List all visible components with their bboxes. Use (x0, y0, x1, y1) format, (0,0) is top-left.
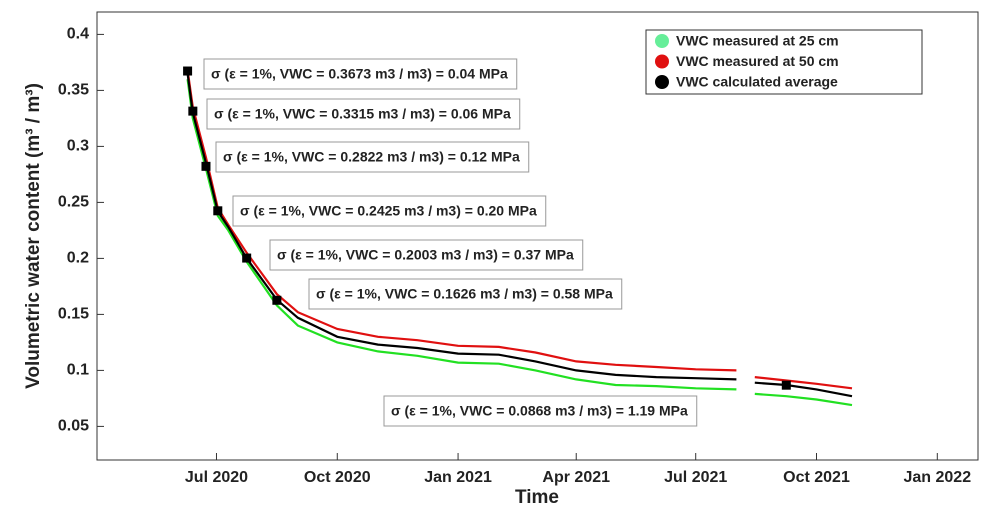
marker (188, 106, 198, 116)
x-tick-label: Apr 2021 (542, 469, 610, 486)
annotation-box (269, 239, 584, 271)
marker (213, 206, 223, 216)
annotation-box (206, 98, 521, 130)
marker (242, 253, 252, 263)
x-tick-label: Jan 2022 (903, 469, 971, 486)
marker (272, 295, 282, 305)
marker (781, 380, 791, 390)
x-tick-label: Jul 2020 (185, 469, 248, 486)
annotation: σ (ε = 1%, VWC = 0.3315 m3 / m3) = 0.06 … (214, 106, 511, 122)
legend-label: VWC calculated average (676, 74, 838, 90)
y-tick-label: 0.1 (67, 362, 89, 379)
legend-box (645, 29, 923, 95)
x-tick-label: Jul 2021 (664, 469, 727, 486)
annotation: σ (ε = 1%, VWC = 0.2003 m3 / m3) = 0.37 … (277, 247, 574, 263)
annotation: σ (ε = 1%, VWC = 0.3673 m3 / m3) = 0.04 … (211, 66, 508, 82)
series-line (754, 381, 853, 398)
annotation: σ (ε = 1%, VWC = 0.2425 m3 / m3) = 0.20 … (240, 203, 537, 219)
legend-swatch (655, 75, 669, 89)
legend-swatch (655, 34, 669, 48)
annotation-box (215, 141, 530, 173)
annotation-box (203, 58, 518, 90)
annotation: σ (ε = 1%, VWC = 0.1626 m3 / m3) = 0.58 … (316, 286, 613, 302)
marker (201, 161, 211, 171)
legend-label: VWC measured at 50 cm (676, 53, 839, 69)
annotation-box (232, 195, 547, 227)
y-tick-label: 0.4 (67, 26, 89, 43)
legend-swatch (655, 54, 669, 69)
x-axis-label: Time (515, 487, 559, 508)
x-tick-label: Jan 2021 (424, 469, 492, 486)
x-tick-label: Oct 2021 (783, 469, 850, 486)
series-line (754, 392, 853, 407)
annotation-box (308, 278, 623, 310)
annotation-box (383, 395, 698, 427)
annotation: σ (ε = 1%, VWC = 0.2822 m3 / m3) = 0.12 … (223, 149, 520, 165)
y-tick-label: 0.2 (67, 250, 89, 267)
series-line (186, 79, 737, 391)
y-tick-label: 0.3 (67, 138, 89, 155)
x-tick-label: Oct 2020 (304, 469, 371, 486)
y-tick-label: 0.05 (58, 418, 89, 435)
marker (183, 66, 193, 76)
y-tick-label: 0.35 (58, 82, 89, 99)
y-tick-label: 0.25 (58, 194, 89, 211)
y-axis-label: Volumetric water content (m³ / m³) (23, 83, 44, 389)
plot-frame (96, 11, 979, 461)
series-line (754, 376, 853, 390)
annotation: σ (ε = 1%, VWC = 0.0868 m3 / m3) = 1.19 … (391, 403, 688, 419)
legend-label: VWC measured at 25 cm (676, 33, 839, 49)
y-tick-label: 0.15 (58, 306, 89, 323)
